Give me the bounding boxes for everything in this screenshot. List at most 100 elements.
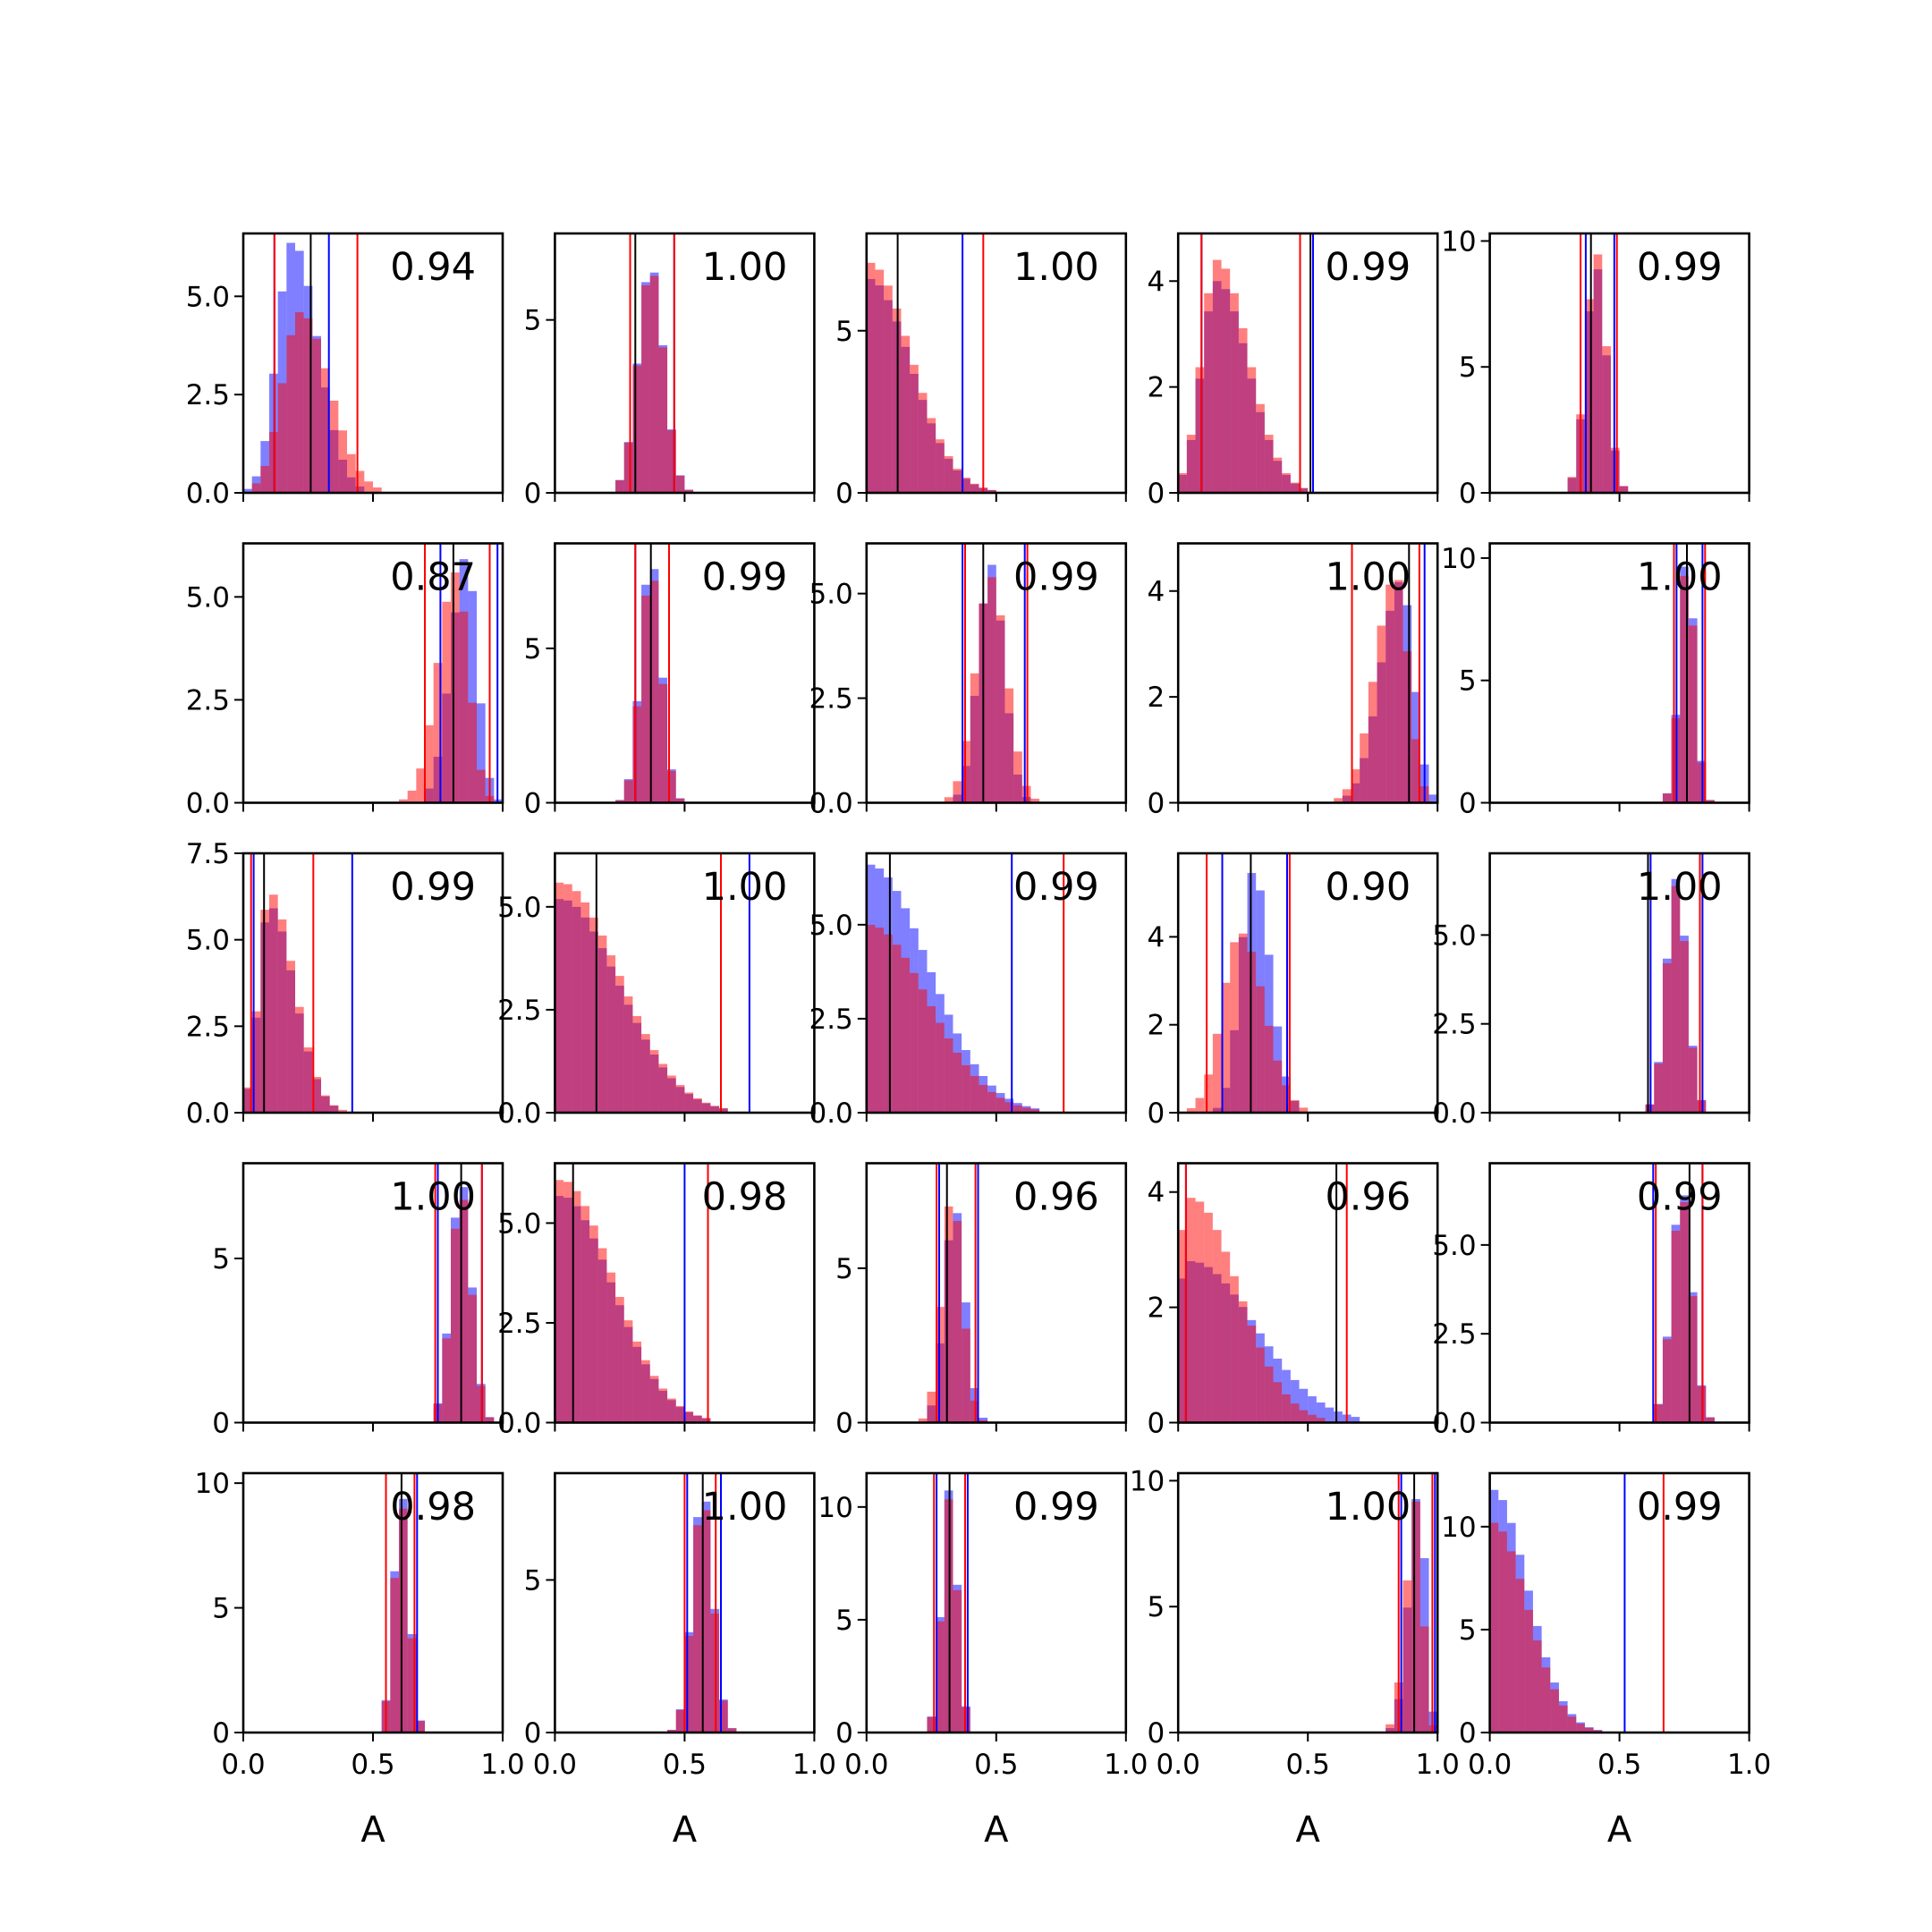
- hist-bar-red: [1290, 1403, 1300, 1423]
- hist-bar-red: [338, 430, 347, 493]
- hist-bar-red: [1567, 1716, 1577, 1733]
- series-red: [1645, 886, 1707, 1113]
- series-red: [1567, 254, 1629, 493]
- hist-bar-red: [1230, 942, 1239, 1113]
- hist-bar-red: [1654, 1063, 1663, 1113]
- subplot-2-5: 0 5 10 1.00: [1441, 542, 1750, 820]
- hist-bar-red: [1282, 472, 1291, 493]
- hist-bar-red: [649, 275, 659, 493]
- hist-bar-red: [901, 335, 911, 493]
- y-tick-label: 5.0: [186, 581, 230, 614]
- hist-bar-red: [684, 1411, 694, 1423]
- y-tick-label: 5.0: [809, 910, 852, 942]
- y-tick-label: 2: [1147, 682, 1165, 714]
- hist-bar-red: [1308, 1414, 1317, 1423]
- hist-bar-red: [597, 1248, 607, 1423]
- series-red: [866, 924, 1040, 1113]
- subplot-annotation: 1.00: [702, 1485, 788, 1530]
- hist-bar-red: [425, 724, 434, 803]
- hist-bar-red: [459, 611, 469, 803]
- hist-bar-red: [468, 1294, 477, 1423]
- y-tick-label: 2.5: [186, 1011, 230, 1043]
- hist-bar-red: [623, 1320, 633, 1423]
- subplot-annotation: 0.87: [390, 555, 476, 600]
- hist-bar-red: [1688, 1047, 1698, 1113]
- hist-bar-red: [1004, 688, 1014, 803]
- y-tick-label: 5: [524, 1564, 542, 1597]
- hist-bar-red: [675, 475, 685, 493]
- hist-bar-red: [416, 768, 425, 803]
- hist-bar-red: [1221, 1251, 1231, 1423]
- hist-bar-red: [884, 934, 893, 1113]
- subplot-annotation: 0.99: [390, 865, 476, 910]
- hist-bar-red: [442, 1338, 451, 1423]
- hist-bar-red: [1195, 367, 1205, 493]
- subplot-1-4: 0 2 4 0.99: [1147, 232, 1439, 510]
- y-tick-label: 10: [1441, 543, 1476, 575]
- hist-bar-red: [667, 1398, 676, 1423]
- y-tick-label: 2.5: [497, 1308, 541, 1340]
- hist-bar-red: [477, 769, 486, 803]
- hist-bar-red: [970, 673, 979, 803]
- hist-bar-red: [321, 1095, 330, 1113]
- y-tick-label: 0: [1147, 478, 1165, 510]
- hist-bar-red: [1680, 941, 1689, 1113]
- hist-bar-red: [1498, 1531, 1507, 1733]
- hist-bar-red: [615, 976, 624, 1113]
- x-tick-label: 0.0: [1157, 1749, 1200, 1781]
- hist-bar-red: [1204, 292, 1213, 493]
- subplot-annotation: 0.99: [1013, 555, 1099, 600]
- hist-bar-red: [918, 989, 928, 1113]
- subplot-1-1: 0.0 2.5 5.0 0.94: [186, 232, 504, 510]
- hist-bar-red: [962, 1064, 970, 1113]
- hist-bar-red: [1584, 299, 1594, 493]
- hist-bar-red: [936, 1621, 945, 1733]
- series-red: [1489, 1522, 1603, 1733]
- hist-bar-red: [1541, 1667, 1551, 1733]
- hist-bar-red: [329, 400, 339, 493]
- series-red: [555, 882, 728, 1113]
- subplot-5-3: 0.0 0.5 1.0 0 5 10 0.99 A: [818, 1471, 1148, 1851]
- y-tick-label: 5.0: [1432, 1230, 1476, 1262]
- y-tick-label: 5: [212, 1243, 230, 1275]
- y-tick-label: 10: [1130, 1465, 1165, 1497]
- subplot-1-5: 0 5 10 0.99: [1441, 225, 1750, 510]
- subplot-3-1: 0.0 2.5 5.0 7.5 0.99: [186, 838, 504, 1130]
- hist-bar-red: [433, 663, 443, 803]
- subplot-annotation: 0.90: [1325, 865, 1411, 910]
- hist-bar-red: [658, 347, 668, 493]
- hist-bar-blue: [1351, 1417, 1360, 1423]
- hist-bar-red: [953, 1221, 962, 1423]
- hist-bar-red: [996, 1097, 1005, 1113]
- y-tick-label: 5: [1459, 665, 1477, 698]
- hist-bar-red: [658, 683, 668, 803]
- hist-bar-red: [1186, 1198, 1196, 1423]
- series-red: [433, 1199, 495, 1423]
- hist-bar-red: [970, 483, 979, 493]
- y-tick-label: 0: [1147, 1717, 1165, 1750]
- hist-bar-red: [996, 614, 1005, 803]
- hist-bar-red: [295, 312, 304, 493]
- hist-bar-red: [962, 1328, 970, 1423]
- hist-bar-red: [243, 1087, 252, 1113]
- y-tick-label: 0: [835, 1408, 853, 1440]
- hist-bar-red: [1489, 1522, 1499, 1733]
- hist-bar-red: [641, 1360, 650, 1423]
- x-tick-label: 0.5: [974, 1749, 1018, 1781]
- hist-bar-red: [641, 595, 650, 803]
- x-tick-label: 1.0: [480, 1749, 524, 1781]
- hist-bar-red: [597, 935, 607, 1113]
- hist-bar-red: [580, 1206, 590, 1423]
- y-tick-label: 0: [524, 788, 542, 820]
- hist-bar-red: [953, 1052, 962, 1113]
- series-red: [1334, 580, 1429, 803]
- series-red: [1654, 1202, 1715, 1423]
- hist-bar-red: [416, 1721, 425, 1733]
- x-tick-label: 1.0: [1104, 1749, 1148, 1781]
- hist-bar-red: [295, 1006, 304, 1113]
- hist-bar-red: [987, 489, 996, 493]
- x-tick-label: 0.5: [663, 1749, 707, 1781]
- hist-bar-red: [1273, 457, 1283, 493]
- series-red: [243, 894, 347, 1113]
